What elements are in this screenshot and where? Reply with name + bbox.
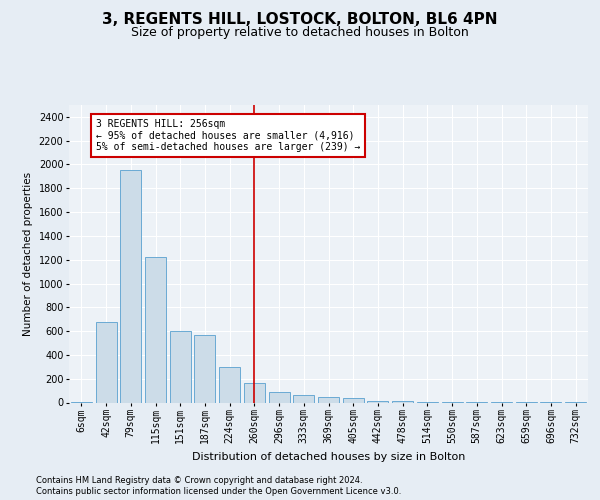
X-axis label: Distribution of detached houses by size in Bolton: Distribution of detached houses by size … bbox=[192, 452, 465, 462]
Bar bbox=[194, 334, 215, 402]
Text: 3, REGENTS HILL, LOSTOCK, BOLTON, BL6 4PN: 3, REGENTS HILL, LOSTOCK, BOLTON, BL6 4P… bbox=[102, 12, 498, 28]
Y-axis label: Number of detached properties: Number of detached properties bbox=[23, 172, 33, 336]
Text: Contains public sector information licensed under the Open Government Licence v3: Contains public sector information licen… bbox=[36, 488, 401, 496]
Bar bbox=[170, 331, 191, 402]
Bar bbox=[343, 398, 364, 402]
Bar bbox=[318, 396, 339, 402]
Bar bbox=[367, 400, 388, 402]
Bar bbox=[120, 170, 141, 402]
Text: Contains HM Land Registry data © Crown copyright and database right 2024.: Contains HM Land Registry data © Crown c… bbox=[36, 476, 362, 485]
Bar bbox=[145, 258, 166, 402]
Bar bbox=[293, 396, 314, 402]
Text: Size of property relative to detached houses in Bolton: Size of property relative to detached ho… bbox=[131, 26, 469, 39]
Bar bbox=[95, 322, 116, 402]
Bar bbox=[219, 367, 240, 402]
Bar bbox=[269, 392, 290, 402]
Text: 3 REGENTS HILL: 256sqm
← 95% of detached houses are smaller (4,916)
5% of semi-d: 3 REGENTS HILL: 256sqm ← 95% of detached… bbox=[96, 120, 361, 152]
Bar bbox=[244, 383, 265, 402]
